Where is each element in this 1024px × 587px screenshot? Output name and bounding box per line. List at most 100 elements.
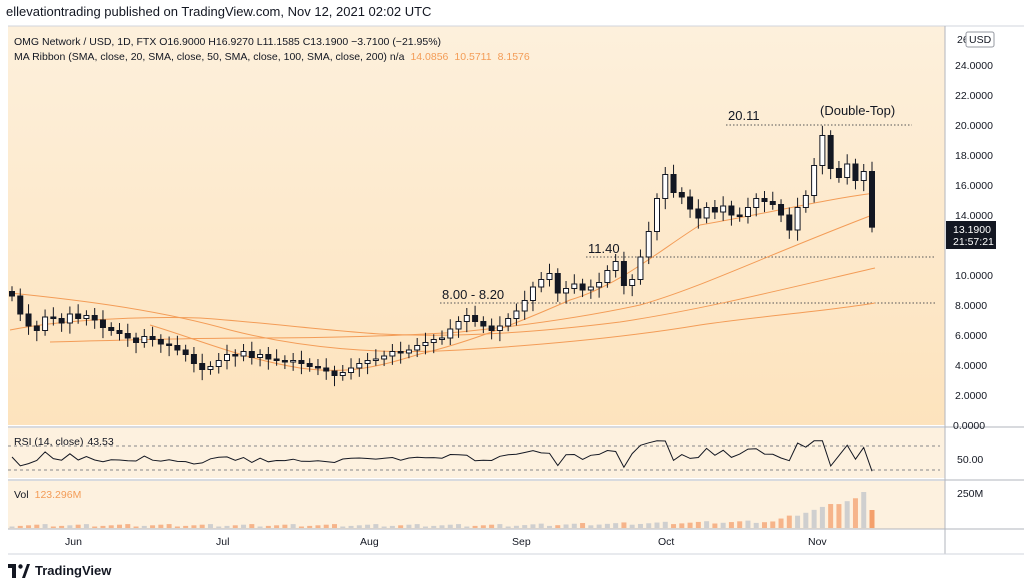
volume-bar [34,524,40,528]
candle-up [439,337,445,340]
volume-bar [183,525,189,528]
candle-up [430,339,437,343]
volume-bar [348,525,354,528]
candle-up [529,286,536,301]
volume-bar [59,525,65,528]
rsi-label: RSI (14, close) 43.53 [14,436,114,448]
volume-bar [447,524,453,528]
time-label-nov: Nov [808,536,827,548]
currency-label: USD [969,34,992,46]
volume-bar [125,524,131,528]
volume-bar [307,525,313,528]
volume-bar [819,506,825,528]
time-label-oct: Oct [658,536,674,548]
volume-bar [398,525,404,528]
candle-up [83,315,90,319]
rsi-value: 43.53 [87,436,113,448]
volume-bar [83,524,89,528]
time-label-sep: Sep [512,536,531,548]
candle-up [364,360,371,364]
candle-down [190,354,197,364]
volume-bar [563,524,569,528]
volume-bars [9,492,875,528]
candle-down [869,171,875,228]
annotation-double-top: (Double-Top) [820,103,895,118]
candle-up [596,282,603,288]
ma-value-50: 10.5711 [454,51,491,63]
candle-up [405,349,412,354]
rsi-name: RSI (14, close) [14,436,83,448]
currency-badge[interactable] [965,31,995,48]
volume-bar [117,524,122,528]
volume-bar [17,525,23,528]
volume-bar [265,525,271,528]
volume-bar [166,524,172,528]
candle-up [637,256,644,280]
candle-down [149,336,156,340]
price-tick-label: 18.0000 [955,150,993,162]
candle-down [75,313,82,319]
volume-bar [538,523,544,528]
volume-bar [224,525,230,528]
candle-up [257,354,264,358]
volume-bar [497,524,503,528]
candle-up [819,135,826,166]
volume-bar [150,525,156,528]
candle-up [811,165,818,196]
candlestick-series[interactable] [9,125,875,387]
volume-axis-label: 250M [957,488,983,500]
volume-bar [811,509,817,528]
price-tick-label: 10.0000 [955,270,993,282]
ma-ribbon-prefix: MA Ribbon (SMA, close, 20, SMA, close, 5… [14,51,405,63]
volume-value: 123.296M [35,489,82,501]
annotation-20: 20.11 [728,108,760,123]
volume-bar [861,492,867,528]
volume-bar [571,523,577,528]
candle-up [389,351,396,357]
rsi-line [11,440,873,472]
volume-bar [67,525,73,528]
price-axis: 2.00004.00006.00008.000010.000012.000014… [955,60,993,402]
volume-bar [26,525,32,528]
volume-bar [786,515,792,528]
volume-bar [604,523,610,528]
candle-up [290,360,297,363]
candle-down [711,207,718,213]
candle-down [786,214,793,231]
candle-down [133,337,140,343]
volume-bar [274,525,280,528]
candle-up [455,321,462,330]
volume-bar [464,526,470,528]
candle-down [579,283,586,291]
candle-up [207,366,214,370]
volume-label: Vol 123.296M [14,489,81,501]
candle-up [662,174,669,199]
symbol-legend: OMG Network / USD, 1D, FTX O16.9000 H16.… [14,36,441,48]
candle-up [720,205,727,213]
price-axis-top: 26 [957,34,969,46]
candle-down [678,192,685,198]
volume-bar [133,526,139,528]
volume-bar [216,526,222,528]
volume-bar [803,512,809,528]
candle-down [670,174,677,193]
time-label-jul: Jul [216,536,229,548]
volume-bar [389,525,395,528]
tradingview-footer[interactable]: TradingView [8,563,111,578]
price-axis-zero: 0.0000 [953,420,985,432]
candle-up [629,279,636,286]
tradingview-brand: TradingView [35,563,112,578]
volume-bar [828,504,834,528]
volume-bar [795,515,801,528]
price-tick-label: 14.0000 [955,210,993,222]
candle-up [240,351,247,357]
candle-up [381,355,388,360]
volume-bar [679,523,685,528]
ma-ribbon-legend: MA Ribbon (SMA, close, 20, SMA, close, 5… [14,51,530,63]
candle-down [695,208,702,219]
volume-bar [381,526,387,528]
candle-down [728,205,735,216]
price-tick-label: 4.0000 [955,360,987,372]
candle-down [157,339,164,345]
